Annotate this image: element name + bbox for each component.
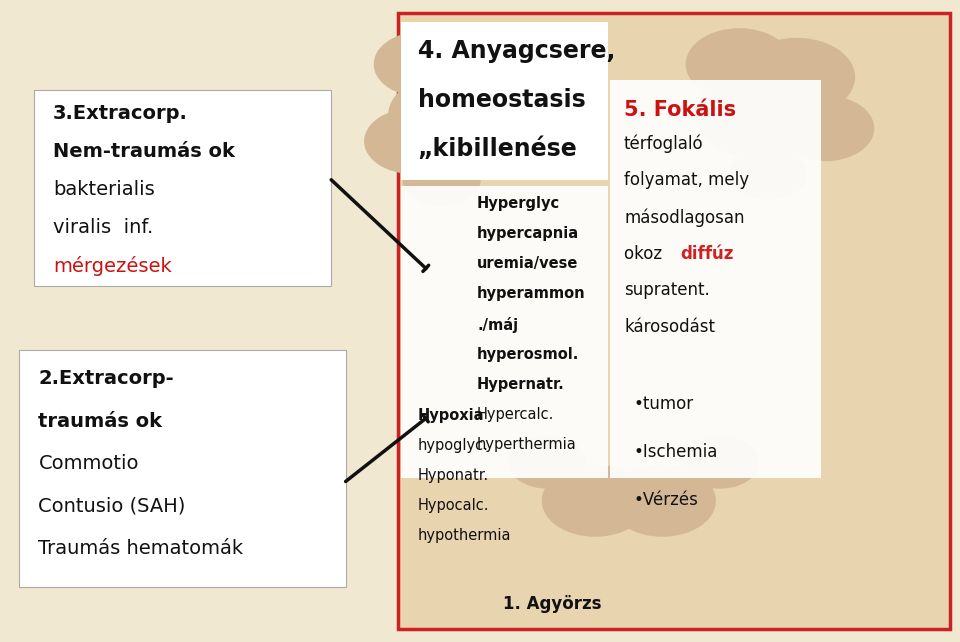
Text: mérgezések: mérgezések — [53, 256, 172, 275]
Bar — [610, 80, 821, 478]
Circle shape — [778, 96, 874, 160]
Text: •Ischemia: •Ischemia — [634, 443, 718, 461]
Text: Traumás hematomák: Traumás hematomák — [38, 539, 244, 558]
Text: Hyperglyc: Hyperglyc — [477, 196, 561, 211]
Circle shape — [739, 39, 854, 116]
Circle shape — [374, 32, 470, 96]
Circle shape — [696, 74, 821, 157]
Text: Hypocalc.: Hypocalc. — [418, 498, 489, 513]
Text: uremia/vese: uremia/vese — [477, 256, 579, 271]
Text: bakterialis: bakterialis — [53, 180, 155, 199]
Text: Hyponatr.: Hyponatr. — [418, 468, 489, 483]
Text: hypercapnia: hypercapnia — [477, 226, 579, 241]
Text: Hypercalc.: Hypercalc. — [477, 407, 555, 422]
Text: Contusio (SAH): Contusio (SAH) — [38, 496, 186, 516]
Text: •tumor: •tumor — [634, 395, 694, 413]
Bar — [19, 350, 346, 587]
Bar — [34, 90, 331, 286]
Text: •Vérzés: •Vérzés — [634, 491, 699, 509]
Circle shape — [365, 109, 461, 173]
Circle shape — [542, 465, 648, 536]
Text: Hypoxia: Hypoxia — [418, 408, 484, 422]
Text: hypothermia: hypothermia — [418, 528, 511, 543]
Text: „kibillenése: „kibillenése — [418, 137, 577, 161]
Text: Commotio: Commotio — [38, 454, 139, 473]
Text: okoz: okoz — [624, 245, 667, 263]
Circle shape — [730, 148, 806, 199]
Text: hyperosmol.: hyperosmol. — [477, 347, 580, 361]
Text: 4. Anyagcsere,: 4. Anyagcsere, — [418, 39, 615, 62]
Text: traumás ok: traumás ok — [38, 412, 162, 431]
Text: hyperthermia: hyperthermia — [477, 437, 577, 452]
Text: hyperammon: hyperammon — [477, 286, 586, 301]
Circle shape — [389, 74, 514, 157]
Text: Hypernatr.: Hypernatr. — [477, 377, 564, 392]
Text: 3.Extracorp.: 3.Extracorp. — [53, 104, 187, 123]
Text: 2.Extracorp-: 2.Extracorp- — [38, 369, 174, 388]
Bar — [401, 22, 608, 180]
Text: másodlagosan: másodlagosan — [624, 208, 745, 227]
Text: 5. Fokális: 5. Fokális — [624, 100, 736, 119]
Text: diffúz: diffúz — [680, 245, 733, 263]
Circle shape — [403, 154, 480, 205]
Text: viralis  inf.: viralis inf. — [53, 218, 153, 237]
Bar — [398, 13, 950, 629]
Circle shape — [686, 29, 792, 100]
Circle shape — [682, 437, 758, 488]
Text: 1. Agyörzs: 1. Agyörzs — [503, 595, 601, 613]
Text: károsodást: károsodást — [624, 318, 715, 336]
Circle shape — [427, 29, 533, 100]
Text: supratent.: supratent. — [624, 281, 709, 299]
Text: folyamat, mely: folyamat, mely — [624, 171, 749, 189]
Bar — [401, 186, 608, 478]
Text: térfoglaló: térfoglaló — [624, 135, 704, 153]
Text: ./máj: ./máj — [477, 317, 518, 333]
Text: Nem-traumás ok: Nem-traumás ok — [53, 142, 234, 161]
Circle shape — [610, 465, 715, 536]
Text: hypoglyc.: hypoglyc. — [418, 438, 489, 453]
Circle shape — [509, 437, 586, 488]
Text: homeostasis: homeostasis — [418, 88, 586, 112]
